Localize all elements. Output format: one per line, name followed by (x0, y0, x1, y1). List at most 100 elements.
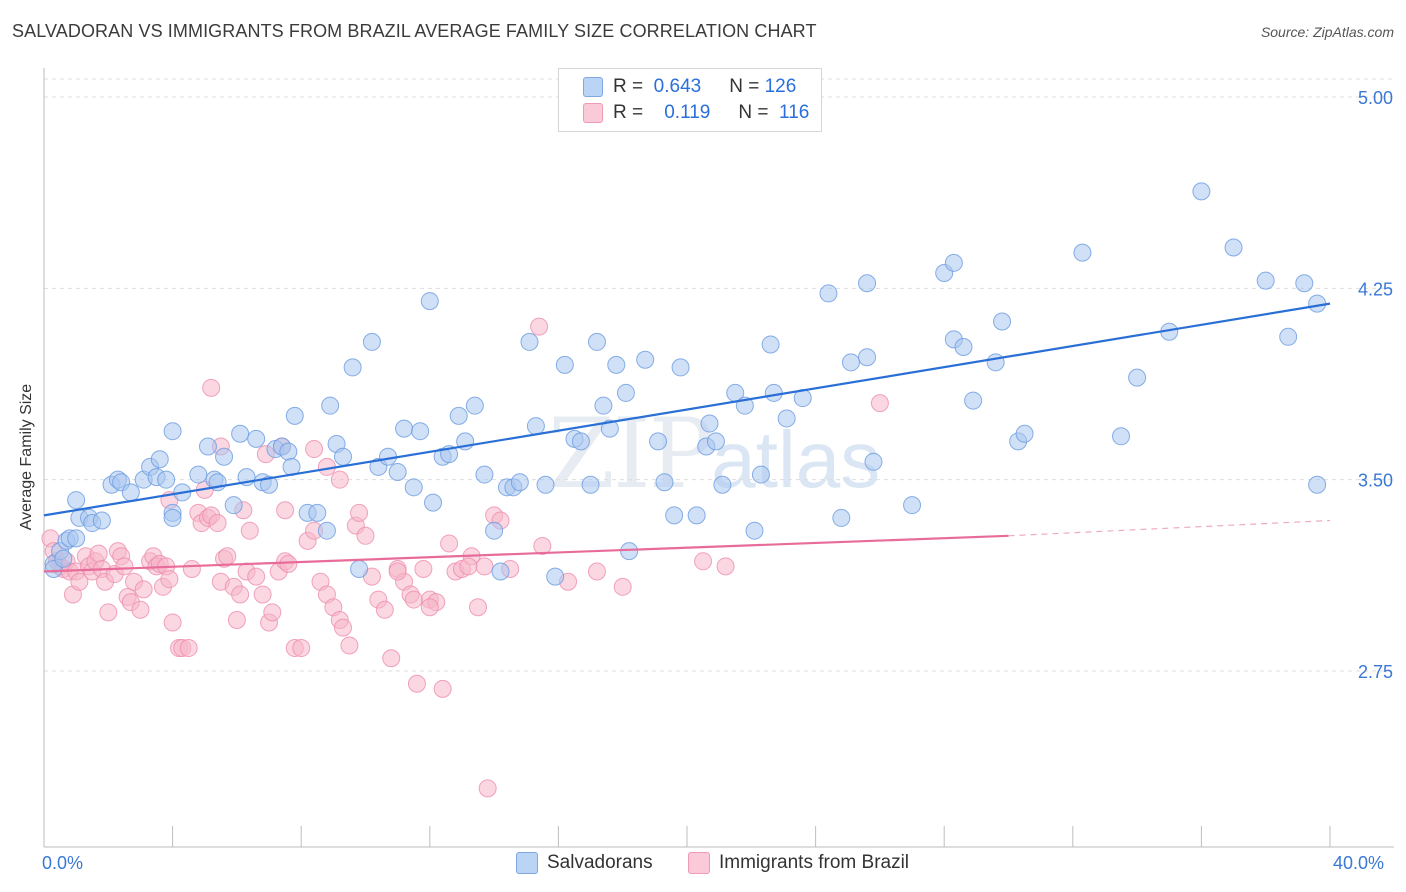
salvadorans-point (54, 549, 73, 568)
brazil-point (179, 639, 198, 658)
salvadorans-point (308, 503, 327, 522)
salvadorans-point (944, 253, 963, 272)
chart-source: Source: ZipAtlas.com (1260, 24, 1394, 40)
brazil-point (134, 580, 153, 599)
brazil-point (478, 779, 497, 798)
salvadorans-point (713, 475, 732, 494)
brazil-point (333, 618, 352, 637)
salvadorans-point (571, 432, 590, 451)
salvadorans-point (903, 496, 922, 515)
brazil-point (227, 610, 246, 629)
salvadorans-point (163, 508, 182, 527)
salvadorans-point (150, 450, 169, 469)
brazil-point (433, 679, 452, 698)
salvadorans-point (1015, 424, 1034, 443)
x-axis-min-label: 0.0% (42, 853, 84, 873)
legend-swatch-salvadorans (583, 77, 603, 97)
salvadorans-point (546, 567, 565, 586)
trend-lines (43, 302, 1331, 573)
salvadorans-point (761, 335, 780, 354)
salvadorans-point (224, 496, 243, 515)
salvadorans-point (317, 521, 336, 540)
salvadorans-point (954, 338, 973, 357)
legend-n-label: N = (729, 76, 760, 97)
salvadorans-point (449, 406, 468, 425)
legend-n-label: N = (738, 102, 769, 123)
salvadorans-point (279, 442, 298, 461)
brazil-point (218, 547, 237, 566)
salvadorans-point (526, 417, 545, 436)
brazil-point (163, 613, 182, 632)
series-salvadorans-points (44, 182, 1327, 586)
salvadorans-point (764, 383, 783, 402)
salvadorans-point (1308, 294, 1327, 313)
salvadorans-point (616, 383, 635, 402)
brazil-point (388, 562, 407, 581)
bottom-legend-label-salvadorans: Salvadorans (547, 852, 653, 873)
salvadorans-point (594, 396, 613, 415)
salvadorans-point (92, 511, 111, 530)
salvadorans-point (388, 463, 407, 482)
salvadorans-point (67, 491, 86, 510)
grid-lines (44, 78, 1394, 672)
salvadorans-point (636, 350, 655, 369)
salvadorans-point (745, 521, 764, 540)
brazil-point (247, 567, 266, 586)
salvadorans-point (163, 422, 182, 441)
brazil-point (587, 562, 606, 581)
brazil-point (533, 536, 552, 555)
salvadorans-point (864, 452, 883, 471)
y-tick-labels: 5.00 4.25 3.50 2.75 (1358, 88, 1393, 682)
brazil-point (70, 572, 89, 591)
salvadorans-point (665, 506, 684, 525)
brazil-point (131, 600, 150, 619)
brazil-point (292, 639, 311, 658)
legend-r-value: 0.643 (653, 76, 702, 97)
salvadorans-point (993, 312, 1012, 331)
salvadorans-point (587, 332, 606, 351)
salvadorans-point (1279, 327, 1298, 346)
brazil-point (414, 559, 433, 578)
brazil-point (253, 585, 272, 604)
salvadorans-point (964, 391, 983, 410)
brazil-point (375, 600, 394, 619)
salvadorans-point (321, 396, 340, 415)
salvadorans-point (858, 348, 877, 367)
brazil-point (279, 554, 298, 573)
brazil-point (530, 317, 549, 336)
bottom-legend-swatch-salvadorans (516, 852, 538, 874)
salvadorans-point (198, 437, 217, 456)
brazil-point (160, 570, 179, 589)
salvadorans-point (247, 429, 266, 448)
salvadorans-point (700, 414, 719, 433)
salvadorans-point (411, 422, 430, 441)
salvadorans-point (832, 508, 851, 527)
brazil-point (475, 557, 494, 576)
salvadorans-point (1224, 238, 1243, 257)
salvadorans-point (1128, 368, 1147, 387)
trend-line-brazil (43, 534, 1009, 573)
brazil-point (356, 526, 375, 545)
salvadorans-point (819, 284, 838, 303)
legend-row-brazil: R = 0.119 N = 116 (583, 101, 809, 125)
y-tick-label: 2.75 (1358, 662, 1393, 682)
brazil-point (276, 501, 295, 520)
salvadorans-point (404, 478, 423, 497)
brazil-point (231, 585, 250, 604)
salvadorans-point (607, 355, 626, 374)
legend-row-salvadorans: R = 0.643 N = 126 (583, 75, 796, 99)
brazil-point (330, 470, 349, 489)
salvadorans-point (655, 473, 674, 492)
salvadorans-point (1256, 271, 1275, 290)
y-tick-label: 4.25 (1358, 279, 1393, 299)
salvadorans-point (649, 432, 668, 451)
brazil-point (208, 514, 227, 533)
salvadorans-point (362, 332, 381, 351)
salvadorans-point (343, 358, 362, 377)
salvadorans-point (536, 475, 555, 494)
salvadorans-point (687, 506, 706, 525)
salvadorans-point (465, 396, 484, 415)
salvadorans-point (510, 473, 529, 492)
y-tick-label: 5.00 (1358, 88, 1393, 108)
